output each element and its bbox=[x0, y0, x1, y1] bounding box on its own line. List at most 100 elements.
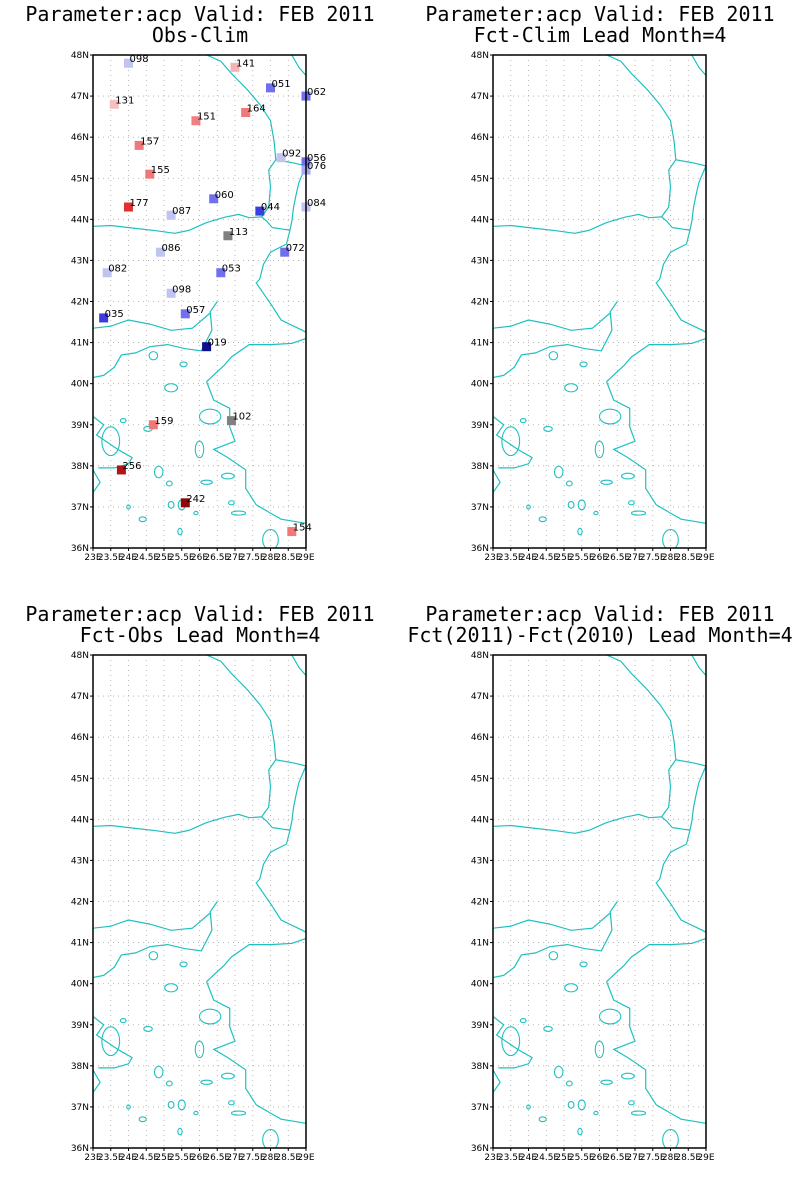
lat-tick-label: 39N bbox=[471, 421, 489, 431]
island-outline bbox=[153, 465, 164, 479]
station-value-label: 242 bbox=[186, 494, 205, 505]
coastline bbox=[93, 213, 262, 234]
lon-tick-label: 26E bbox=[191, 553, 208, 563]
coastline bbox=[261, 816, 291, 831]
island-outline bbox=[228, 1100, 235, 1106]
coastline bbox=[93, 1069, 101, 1116]
island-outline bbox=[179, 361, 188, 368]
lat-tick-label: 41N bbox=[71, 939, 89, 949]
coastline bbox=[206, 655, 277, 760]
station-value-label: 056 bbox=[307, 153, 326, 164]
station-value-label: 092 bbox=[282, 149, 301, 160]
station-marker bbox=[134, 140, 144, 150]
island-outline bbox=[501, 1026, 521, 1057]
station-marker bbox=[109, 99, 119, 109]
panel-subtitle: Fct(2011)-Fct(2010) Lead Month=4 bbox=[407, 623, 792, 647]
island-outline bbox=[126, 504, 131, 510]
island-outline bbox=[153, 1065, 164, 1079]
lon-tick-label: 27.5E bbox=[640, 1153, 666, 1163]
station-marker bbox=[266, 83, 275, 93]
lon-tick-label: 27.5E bbox=[640, 553, 666, 563]
island-outline bbox=[565, 480, 573, 487]
lat-tick-label: 41N bbox=[471, 339, 489, 349]
coastline bbox=[261, 759, 306, 818]
station-marker bbox=[209, 194, 219, 204]
island-outline bbox=[553, 1065, 564, 1079]
island-outline bbox=[630, 510, 647, 516]
lon-tick-label: 23E bbox=[84, 553, 101, 563]
panel-subtitle: Obs-Clim bbox=[152, 23, 248, 47]
coastline bbox=[493, 416, 533, 469]
map-panel-fct-obs: Parameter:acp Valid: FEB 2011 Fct-Obs Lea… bbox=[0, 600, 400, 1200]
coastline bbox=[606, 381, 706, 524]
coastline bbox=[261, 216, 291, 231]
coastline bbox=[606, 55, 677, 160]
island-outline bbox=[177, 1099, 186, 1111]
lat-tick-label: 42N bbox=[71, 898, 89, 908]
lon-tick-label: 28E bbox=[662, 553, 679, 563]
lat-tick-label: 40N bbox=[71, 980, 89, 990]
island-outline bbox=[577, 1127, 583, 1136]
island-outline bbox=[177, 527, 183, 536]
island-outline bbox=[230, 510, 247, 516]
map-frame bbox=[92, 654, 307, 1149]
coastline bbox=[206, 381, 306, 524]
coastline bbox=[493, 301, 618, 379]
lon-tick-label: 23.5E bbox=[498, 1153, 524, 1163]
station-value-label: 159 bbox=[154, 416, 173, 427]
lat-tick-label: 46N bbox=[471, 133, 489, 143]
station-value-label: 076 bbox=[307, 161, 326, 172]
station-marker bbox=[223, 231, 233, 241]
island-outline bbox=[119, 1018, 127, 1024]
island-outline bbox=[101, 426, 121, 457]
island-outline bbox=[598, 1008, 622, 1025]
station-value-label: 060 bbox=[215, 190, 234, 201]
lat-tick-label: 37N bbox=[471, 503, 489, 513]
station-value-label: 157 bbox=[140, 136, 159, 147]
station-value-label: 177 bbox=[130, 198, 149, 209]
lon-tick-label: 24E bbox=[120, 1153, 137, 1163]
lat-tick-label: 45N bbox=[471, 174, 489, 184]
coastline bbox=[691, 655, 706, 676]
coastline bbox=[493, 901, 618, 979]
station-marker bbox=[276, 153, 286, 163]
lat-tick-label: 43N bbox=[71, 856, 89, 866]
lon-tick-label: 24.5E bbox=[533, 1153, 559, 1163]
station-value-label: 086 bbox=[161, 243, 180, 254]
station-value-label: 019 bbox=[208, 338, 227, 349]
station-marker bbox=[226, 416, 236, 426]
station-marker bbox=[180, 498, 190, 508]
coastline bbox=[493, 912, 611, 931]
coastline bbox=[93, 1016, 133, 1069]
island-outline bbox=[200, 1079, 213, 1085]
island-outline bbox=[628, 500, 635, 506]
coastline bbox=[93, 312, 211, 331]
station-value-label: 151 bbox=[197, 112, 216, 123]
lat-tick-label: 38N bbox=[471, 1062, 489, 1072]
station-marker bbox=[102, 268, 112, 278]
lat-tick-label: 46N bbox=[71, 133, 89, 143]
lon-tick-label: 27.5E bbox=[240, 1153, 266, 1163]
island-outline bbox=[548, 351, 559, 361]
lon-tick-label: 24E bbox=[520, 1153, 537, 1163]
map-svg: Parameter:acp Valid: FEB 2011Obs-Clim098… bbox=[25, 2, 374, 563]
map-frame bbox=[492, 654, 707, 1149]
lon-tick-label: 24E bbox=[520, 553, 537, 563]
island-outline bbox=[600, 479, 613, 485]
island-outline bbox=[577, 499, 586, 511]
coastline bbox=[606, 337, 706, 383]
island-outline bbox=[165, 1080, 173, 1087]
map-panel-obs-clim: Parameter:acp Valid: FEB 2011 Obs-Clim 098… bbox=[0, 0, 400, 600]
island-outline bbox=[630, 1110, 647, 1116]
island-outline bbox=[594, 1040, 605, 1059]
island-outline bbox=[198, 408, 222, 425]
island-outline bbox=[628, 1100, 635, 1106]
lon-tick-label: 29E bbox=[297, 553, 314, 563]
coastline bbox=[493, 1069, 501, 1116]
lon-tick-label: 26.5E bbox=[204, 1153, 230, 1163]
island-outline bbox=[194, 1040, 205, 1059]
lon-tick-label: 25E bbox=[555, 553, 572, 563]
island-outline bbox=[143, 1025, 153, 1032]
lat-tick-label: 47N bbox=[471, 92, 489, 102]
station-value-label: 057 bbox=[186, 305, 205, 316]
